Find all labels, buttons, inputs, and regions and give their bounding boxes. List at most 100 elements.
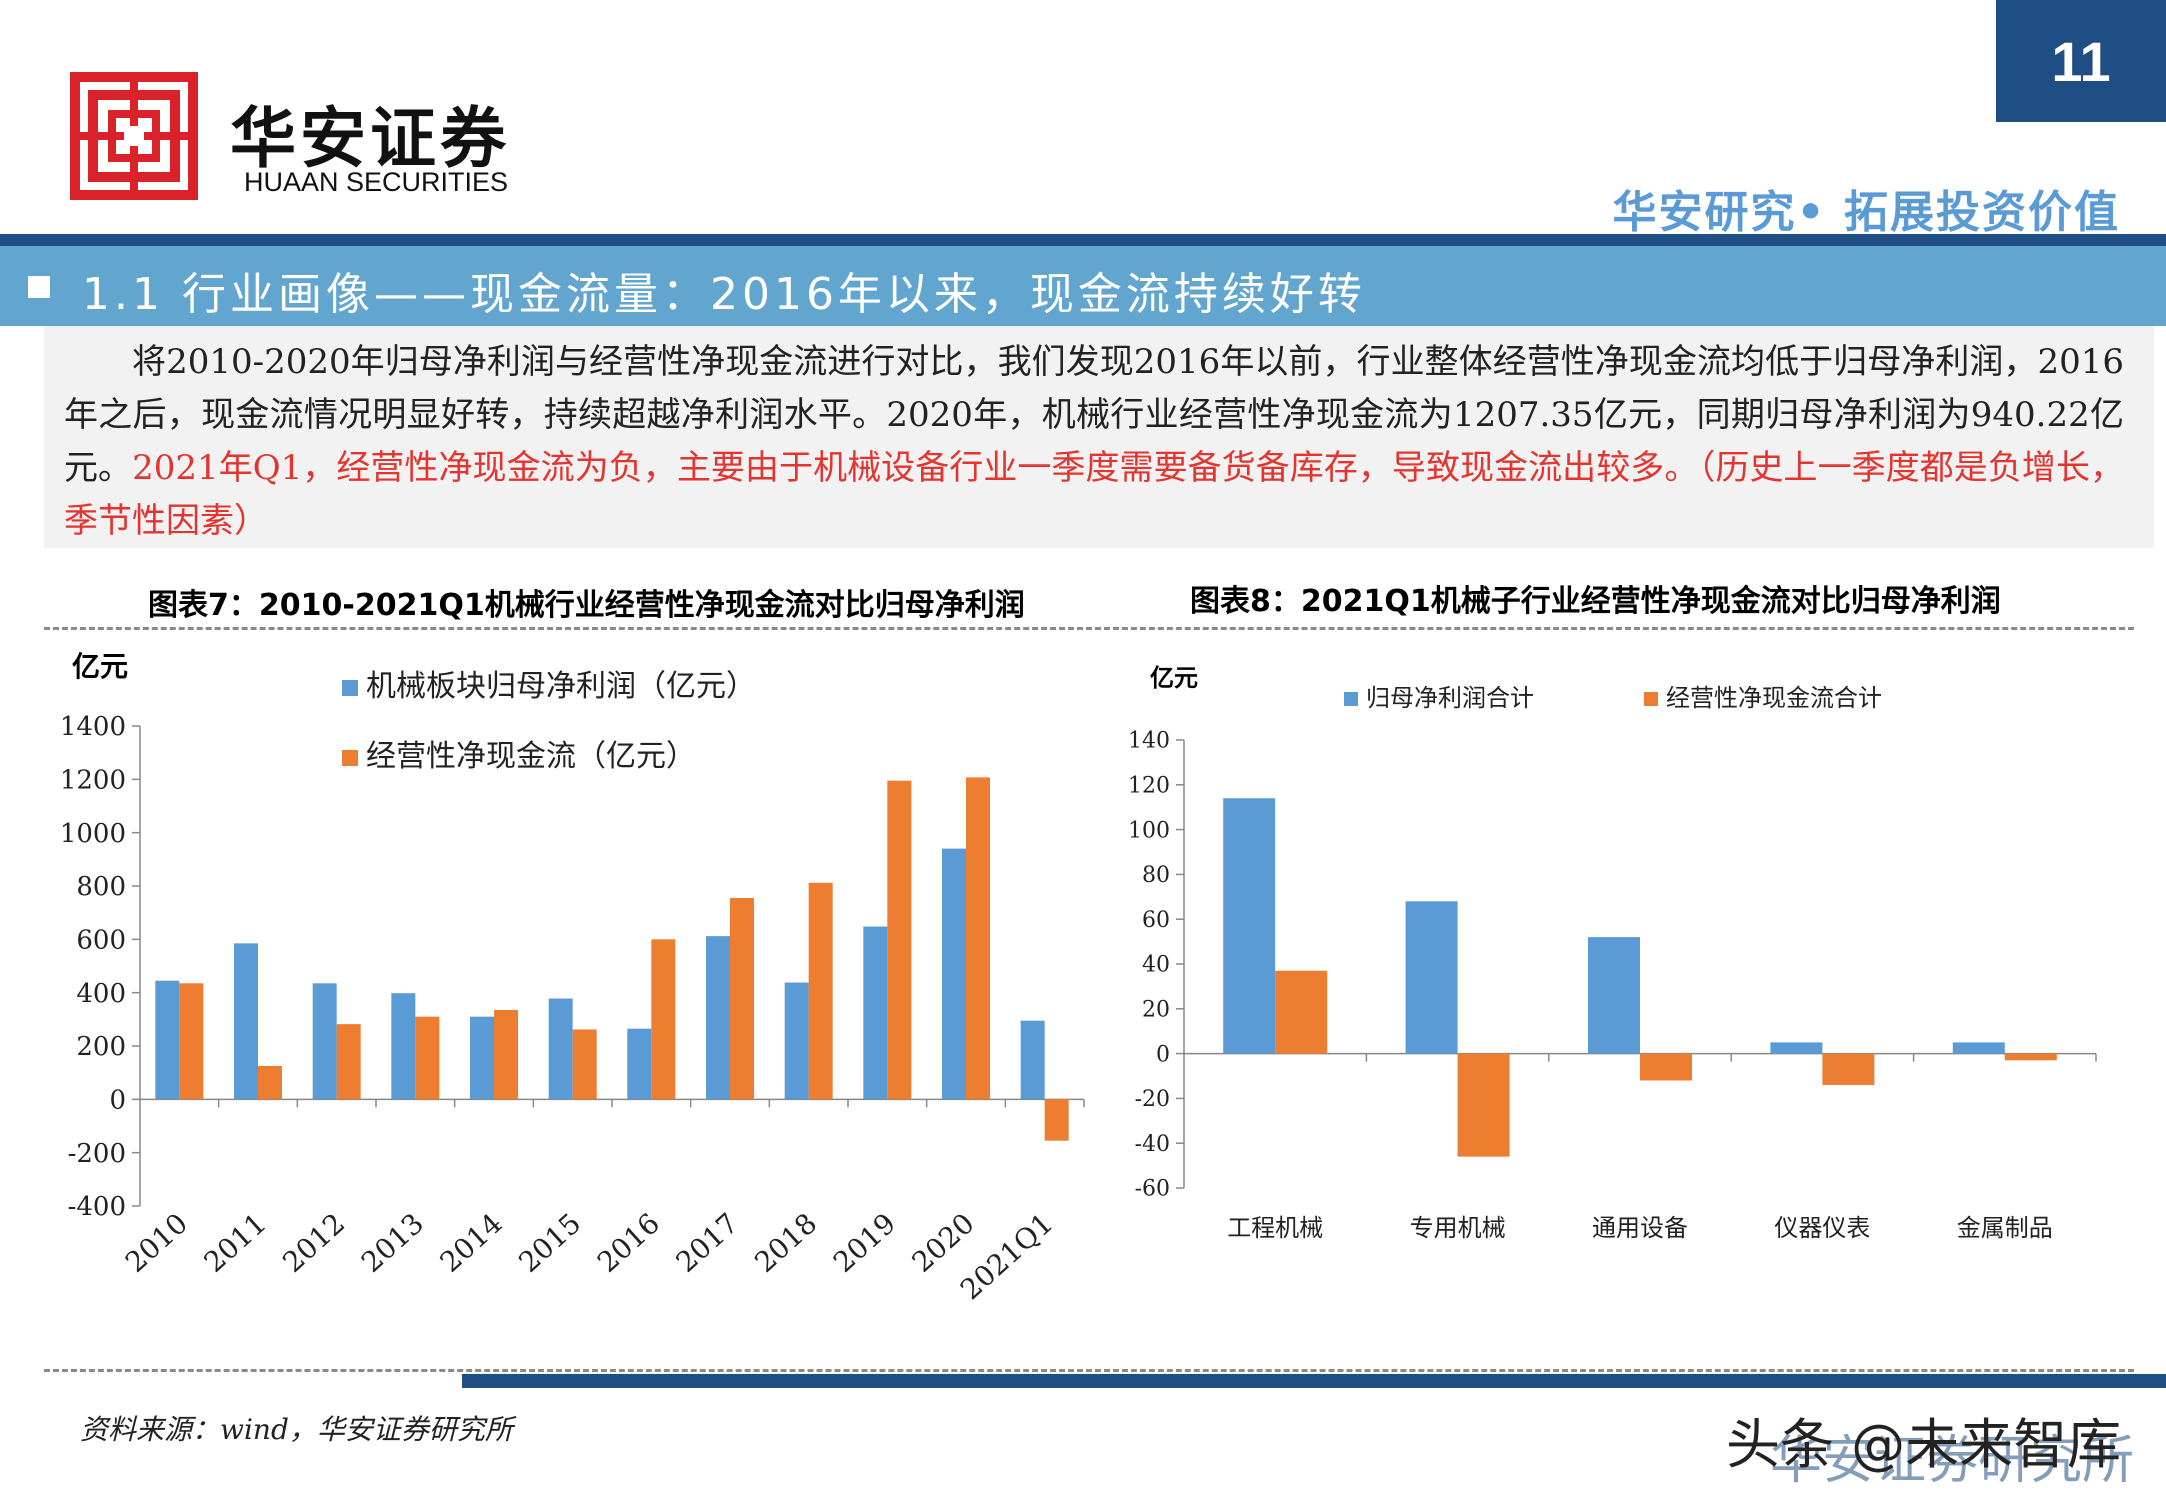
chart1-bar-blue [155, 980, 180, 1100]
chart2-y-tick-label: 40 [1142, 953, 1170, 978]
chart1-bar-blue [706, 936, 730, 1100]
summary-paragraph: 将2010-2020年归母净利润与经营性净现金流进行对比，我们发现2016年以前… [64, 336, 2124, 548]
chart1-x-tick-label: 2016 [591, 1207, 666, 1279]
logo-text-en: HUAAN SECURITIES [244, 167, 509, 197]
chart2-bar-blue [1405, 901, 1458, 1054]
chart2-y-axis-label: 亿元 [1150, 663, 1198, 692]
chart1-y-tick-label: 0 [109, 1085, 126, 1115]
chart1-bar-blue [312, 983, 337, 1100]
chart1-bar-blue [470, 1016, 494, 1100]
chart1-bar-blue [548, 998, 573, 1100]
section-bullet-icon [28, 276, 50, 298]
chart1-x-tick-label: 2012 [276, 1207, 351, 1279]
chart1-y-tick-label: -400 [68, 1192, 126, 1222]
chart1-legend-label: 机械板块归母净利润（亿元） [366, 669, 756, 704]
chart1-bar-blue [234, 943, 258, 1100]
chart1-y-tick-label: 400 [76, 979, 126, 1009]
chart1-bar-orange [179, 983, 204, 1100]
chart1-bar-orange [1044, 1099, 1069, 1141]
chart2-y-tick-label: 20 [1142, 998, 1170, 1023]
chart2-bar-blue [1223, 798, 1276, 1054]
chart1-bar-orange [336, 1024, 361, 1100]
chart2-title: 图表8：2021Q1机械子行业经营性净现金流对比归母净利润 [1190, 584, 2001, 619]
chart2-legend-label: 归母净利润合计 [1366, 684, 1534, 712]
chart1-bar-orange [572, 1029, 597, 1100]
chart1-legend-swatch [342, 680, 358, 696]
chart1-x-tick-label: 2017 [670, 1207, 745, 1279]
chart1-bar-blue [784, 982, 809, 1100]
chart2-bar-blue [1770, 1042, 1823, 1054]
source-note: 资料来源：wind，华安证券研究所 [80, 1413, 513, 1446]
chart2-x-tick-label: 仪器仪表 [1774, 1214, 1870, 1242]
chart2-bar-orange [2004, 1053, 2057, 1061]
chart1-x-tick-label: 2013 [355, 1207, 430, 1279]
header-rule [0, 234, 2166, 246]
chart1-x-tick-label: 2015 [512, 1207, 587, 1279]
chart1-x-tick-label: 2011 [198, 1207, 273, 1279]
watermark: 头条 @未来智库 [1726, 1413, 2122, 1476]
chart1-bar-orange [415, 1016, 440, 1100]
chart1-bar-blue [863, 926, 888, 1100]
chart2-y-tick-label: 60 [1142, 908, 1170, 933]
summary-box [44, 326, 2154, 548]
section-bar [0, 246, 2166, 326]
chart2-y-tick-label: 80 [1142, 863, 1170, 888]
chart1-bar-orange [258, 1066, 282, 1100]
chart1-bar-blue [627, 1028, 652, 1100]
slogan: 华安研究• 拓展投资价值 [1612, 187, 2120, 238]
summary-text-black: 将2010-2020年归母净利润与经营性净现金流进行对比，我们发现2016年以前… [64, 342, 2124, 488]
chart2-y-tick-label: -60 [1135, 1177, 1170, 1202]
company-logo-icon [70, 72, 198, 200]
chart1-legend-swatch [342, 750, 358, 766]
section-title: 1.1 行业画像——现金流量：2016年以来，现金流持续好转 [82, 269, 1366, 320]
footer-bar [462, 1374, 2166, 1388]
logo-text-cn: 华安证券 [230, 99, 510, 177]
chart1-bar-orange [966, 777, 990, 1100]
watermark-sub: 华安证券研究所 [1770, 1431, 2135, 1491]
page-number: 11 [1996, 0, 2166, 122]
chart1-legend-label: 经营性净现金流（亿元） [366, 739, 696, 774]
chart2-y-tick-label: 100 [1128, 818, 1170, 843]
chart1-title: 图表7：2010-2021Q1机械行业经营性净现金流对比归母净利润 [148, 588, 1025, 623]
bottom-dashed-divider [44, 1369, 2134, 1372]
chart1-y-tick-label: 600 [76, 925, 126, 955]
chart2-x-tick-label: 专用机械 [1410, 1214, 1506, 1242]
chart1-bar-orange [730, 898, 754, 1100]
chart1-bar-orange [808, 882, 833, 1100]
top-dashed-divider [44, 627, 2134, 630]
chart1-bar-blue [942, 848, 966, 1100]
chart2-legend-swatch [1644, 692, 1658, 706]
chart2-y-tick-label: -20 [1135, 1087, 1170, 1112]
chart1-bar-blue [391, 993, 416, 1100]
chart1-y-tick-label: 1400 [60, 712, 126, 742]
chart1-bar-blue [1020, 1020, 1045, 1100]
chart1-bar-orange [651, 939, 676, 1100]
chart2-bar-orange [1457, 1053, 1510, 1157]
chart2-y-tick-label: 0 [1156, 1042, 1170, 1067]
chart1-bar-orange [494, 1010, 518, 1100]
chart1-bar-orange [887, 780, 912, 1100]
chart2-bar-orange [1640, 1053, 1692, 1081]
chart1-x-tick-label: 2014 [434, 1207, 509, 1279]
chart2-x-tick-label: 金属制品 [1957, 1214, 2053, 1242]
chart1-y-tick-label: 1200 [60, 765, 126, 795]
chart2-legend-label: 经营性净现金流合计 [1666, 684, 1882, 712]
chart1-x-tick-label: 2019 [827, 1207, 902, 1279]
chart2-y-tick-label: -40 [1135, 1132, 1170, 1157]
chart1-y-tick-label: 200 [76, 1032, 126, 1062]
chart1-y-tick-label: 1000 [60, 819, 126, 849]
chart2-x-tick-label: 通用设备 [1592, 1214, 1688, 1242]
chart2-bar-orange [1822, 1053, 1875, 1085]
chart2-bar-blue [1588, 937, 1640, 1054]
summary-text-red: 2021年Q1，经营性净现金流为负，主要由于机械设备行业一季度需要备货备库存，导… [64, 448, 2125, 541]
chart2-bar-blue [1952, 1042, 2005, 1054]
chart2-legend-swatch [1344, 692, 1358, 706]
chart2-y-tick-label: 140 [1128, 729, 1170, 754]
chart1-y-axis-label: 亿元 [72, 650, 128, 683]
chart1-x-tick-label: 2018 [748, 1207, 823, 1279]
chart1-y-tick-label: -200 [68, 1139, 126, 1169]
chart2-bar-orange [1275, 970, 1328, 1054]
chart1-y-tick-label: 800 [76, 872, 126, 902]
